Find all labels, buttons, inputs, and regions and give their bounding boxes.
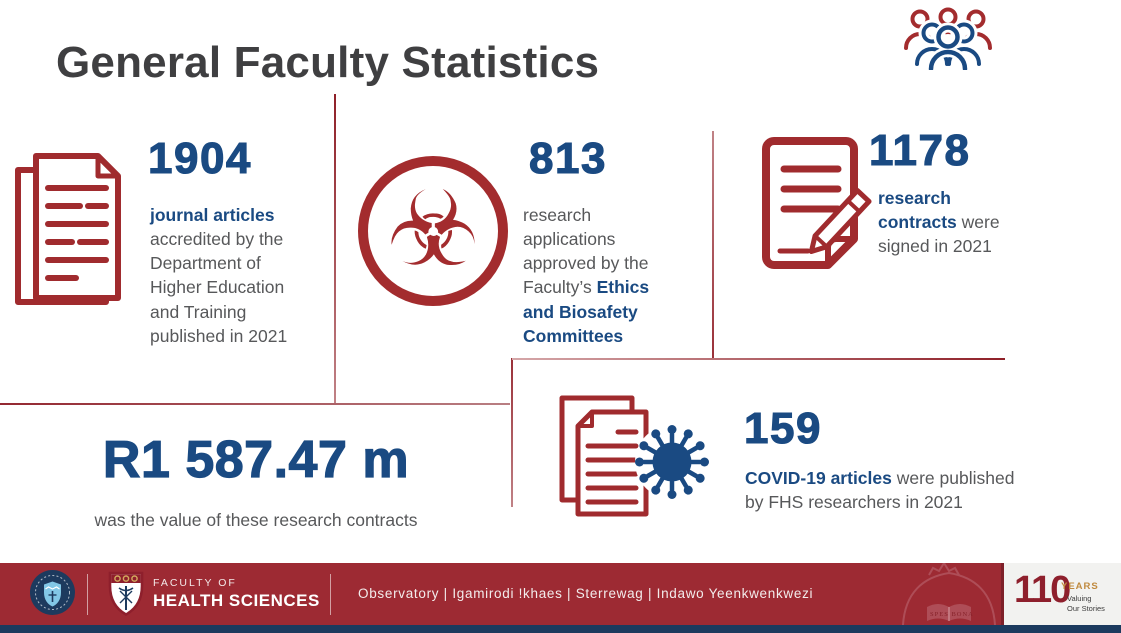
stat-desc-covid: COVID-19 articles were published by FHS …	[745, 466, 1023, 514]
stat-value-journal: 1904	[147, 133, 252, 183]
stat-text: were published by FHS researchers in 202…	[745, 468, 1015, 513]
stat-desc-journal: journal articles accredited by the Depart…	[150, 203, 316, 348]
110-years-logo: 110 YEARS Valuing Our Stories	[1004, 563, 1121, 625]
divider-horizontal-2	[512, 358, 1005, 360]
page-title: General Faculty Statistics	[56, 38, 600, 87]
footer-panel-divider	[1001, 563, 1004, 625]
stat-keyword: COVID-19 articles	[745, 468, 892, 488]
footer-bar: FACULTY OF HEALTH SCIENCES Observatory |…	[0, 563, 1121, 625]
years-number: 110	[1014, 569, 1071, 611]
contract-signing-icon	[762, 137, 872, 269]
stat-desc-contracts: research contracts were signed in 2021	[878, 186, 1000, 258]
years-label: YEARS	[1061, 581, 1099, 592]
stat-value-rands: R1 587.47 m	[102, 430, 410, 489]
faculty-wordmark: FACULTY OF HEALTH SCIENCES	[153, 577, 320, 611]
stat-caption-rands: was the value of these research contract…	[94, 510, 418, 530]
stat-value-contracts: 1178	[868, 125, 971, 175]
health-sciences-shield-logo	[108, 571, 144, 616]
tagline-line-1: Valuing	[1067, 594, 1092, 603]
stat-text: were signed in 2021	[878, 212, 1000, 257]
divider-vertical-2	[712, 131, 714, 360]
watermark-motto-text: SPES BONA	[930, 611, 974, 618]
stat-text: accredited by the Department of Higher E…	[150, 229, 288, 346]
uct-crest-seal-logo	[30, 570, 75, 615]
stat-keyword: Ethics and Biosafety Committees	[523, 277, 650, 346]
journal-pages-icon	[15, 153, 121, 305]
divider-vertical-1	[334, 94, 336, 404]
stat-value-covid: 159	[743, 403, 822, 453]
people-group-icon	[904, 7, 992, 70]
faculty-name-label: HEALTH SCIENCES	[153, 591, 320, 610]
divider-vertical-3	[511, 358, 513, 507]
years-tagline: Valuing Our Stories	[1067, 594, 1105, 614]
footer-locations: Observatory | Igamirodi !khaes | Sterrew…	[358, 586, 814, 601]
tagline-line-2: Our Stories	[1067, 604, 1105, 614]
biohazard-glyph: ☣	[386, 168, 480, 290]
uct-crest-watermark: SPES BONA	[902, 563, 996, 625]
covid-articles-icon	[559, 395, 709, 517]
stat-value-ethics: 813	[528, 133, 607, 183]
footer-separator-1	[87, 574, 88, 615]
stat-text: research applications approved by the Fa…	[523, 205, 649, 298]
stat-keyword: journal articles	[150, 205, 275, 225]
biohazard-icon: ☣	[358, 156, 508, 306]
footer-navy-strip	[0, 625, 1121, 633]
divider-horizontal-1	[0, 403, 510, 405]
footer-separator-2	[330, 574, 331, 615]
stat-keyword: research contracts	[878, 188, 957, 233]
faculty-of-label: FACULTY OF	[153, 577, 237, 589]
stat-desc-ethics: research applications approved by the Fa…	[523, 203, 675, 348]
